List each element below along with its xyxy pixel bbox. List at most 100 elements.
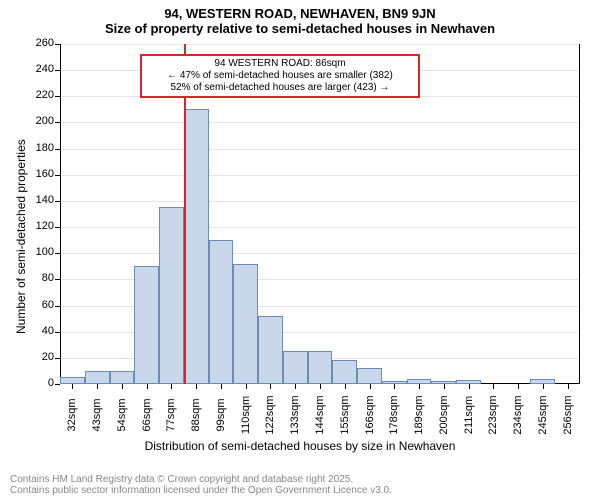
y-tick-mark [55,44,60,45]
x-tick-label: 133sqm [289,390,301,440]
histogram-bar [85,371,110,384]
x-tick-mark [419,384,420,389]
y-tick-mark [55,149,60,150]
x-tick-mark [221,384,222,389]
y-tick-label: 180 [26,142,54,154]
y-tick-label: 100 [26,246,54,258]
x-tick-mark [370,384,371,389]
x-tick-label: 223sqm [487,390,499,440]
histogram-bar [357,368,382,384]
y-tick-label: 60 [26,299,54,311]
y-tick-mark [55,227,60,228]
annotation-line1: 94 WESTERN ROAD: 86sqm [144,58,416,70]
y-tick-label: 20 [26,351,54,363]
x-tick-label: 166sqm [364,390,376,440]
x-tick-label: 122sqm [264,390,276,440]
histogram-bar [283,351,308,384]
y-tick-label: 220 [26,89,54,101]
x-tick-mark [122,384,123,389]
x-tick-mark [246,384,247,389]
x-tick-label: 256sqm [562,390,574,440]
x-tick-label: 234sqm [512,390,524,440]
x-tick-label: 211sqm [463,390,475,440]
y-tick-mark [55,384,60,385]
footer-line2: Contains public sector information licen… [10,485,392,496]
y-gridline [61,44,579,45]
x-tick-label: 110sqm [240,390,252,440]
histogram-bar [209,240,234,384]
histogram-bar [184,109,209,384]
y-gridline [61,227,579,228]
x-tick-label: 245sqm [537,390,549,440]
x-tick-label: 43sqm [91,390,103,440]
x-tick-mark [345,384,346,389]
x-tick-label: 77sqm [165,390,177,440]
x-tick-label: 88sqm [190,390,202,440]
x-tick-label: 99sqm [215,390,227,440]
title-line2: Size of property relative to semi-detach… [0,21,600,36]
y-tick-label: 0 [26,377,54,389]
x-tick-mark [72,384,73,389]
x-tick-mark [320,384,321,389]
y-gridline [61,201,579,202]
y-gridline [61,149,579,150]
y-tick-label: 120 [26,220,54,232]
x-tick-mark [270,384,271,389]
x-axis-label: Distribution of semi-detached houses by … [0,439,600,453]
y-tick-mark [55,201,60,202]
y-tick-label: 260 [26,37,54,49]
x-tick-mark [543,384,544,389]
x-tick-label: 155sqm [339,390,351,440]
x-tick-mark [147,384,148,389]
x-tick-label: 178sqm [388,390,400,440]
y-tick-mark [55,306,60,307]
title-line1: 94, WESTERN ROAD, NEWHAVEN, BN9 9JN [0,0,600,21]
footer-attribution: Contains HM Land Registry data © Crown c… [10,474,392,496]
y-tick-label: 240 [26,63,54,75]
annotation-box: 94 WESTERN ROAD: 86sqm← 47% of semi-deta… [140,54,420,98]
footer-line1: Contains HM Land Registry data © Crown c… [10,474,392,485]
histogram-bar [60,377,85,384]
y-gridline [61,253,579,254]
histogram-bar [134,266,159,384]
y-tick-mark [55,279,60,280]
y-tick-mark [55,96,60,97]
x-tick-label: 66sqm [141,390,153,440]
y-tick-mark [55,175,60,176]
histogram-bar [258,316,283,384]
y-tick-label: 80 [26,272,54,284]
histogram-bar [110,371,135,384]
x-tick-mark [97,384,98,389]
y-tick-label: 140 [26,194,54,206]
histogram-bar [159,207,184,384]
y-tick-mark [55,332,60,333]
x-tick-mark [444,384,445,389]
chart-container: 94, WESTERN ROAD, NEWHAVEN, BN9 9JN Size… [0,0,600,500]
x-tick-mark [568,384,569,389]
x-tick-label: 200sqm [438,390,450,440]
x-tick-mark [196,384,197,389]
x-tick-label: 144sqm [314,390,326,440]
y-tick-mark [55,122,60,123]
annotation-line2: ← 47% of semi-detached houses are smalle… [144,70,416,82]
y-tick-label: 160 [26,168,54,180]
y-tick-mark [55,358,60,359]
x-tick-mark [469,384,470,389]
y-tick-mark [55,70,60,71]
y-tick-label: 200 [26,115,54,127]
x-tick-mark [394,384,395,389]
x-tick-mark [295,384,296,389]
histogram-bar [308,351,333,384]
x-tick-mark [493,384,494,389]
histogram-bar [233,264,258,384]
y-tick-label: 40 [26,325,54,337]
x-tick-label: 54sqm [116,390,128,440]
x-tick-mark [171,384,172,389]
x-tick-label: 189sqm [413,390,425,440]
y-gridline [61,122,579,123]
histogram-bar [332,360,357,384]
y-gridline [61,175,579,176]
annotation-line3: 52% of semi-detached houses are larger (… [144,82,416,94]
y-tick-mark [55,253,60,254]
x-tick-mark [518,384,519,389]
